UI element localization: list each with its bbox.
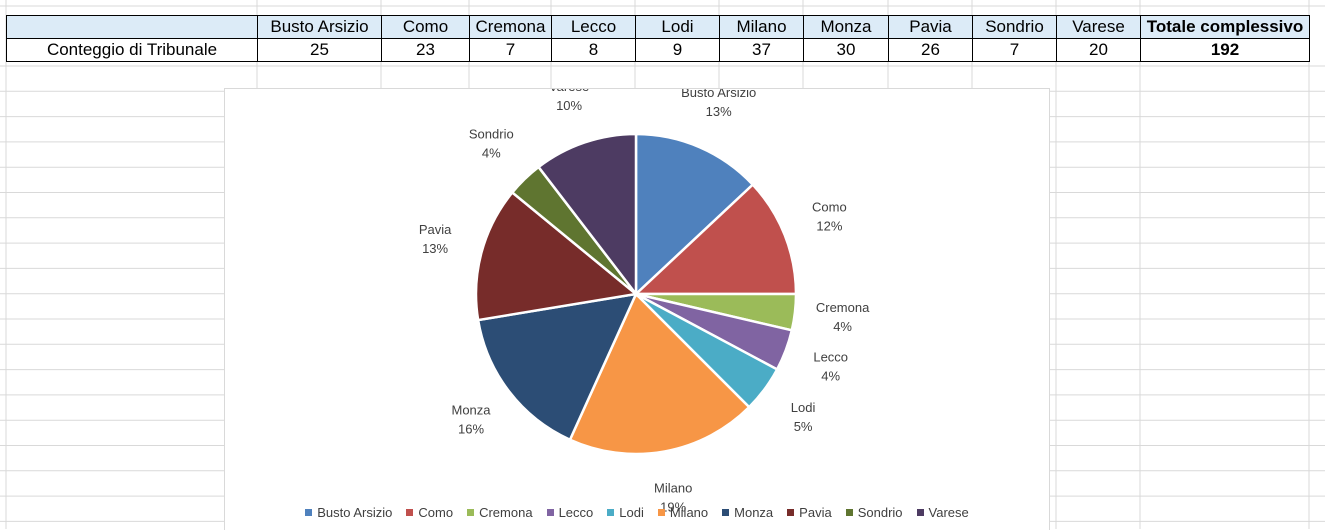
pie-data-label: Sondrio 4% — [469, 127, 514, 161]
legend-entry[interactable]: Lecco — [546, 505, 594, 520]
legend-swatch — [305, 509, 313, 516]
pie-slice[interactable] — [536, 132, 638, 298]
pie-slice[interactable] — [634, 132, 755, 297]
legend-swatch — [845, 509, 853, 516]
pie-data-label: Cremona 4% — [816, 300, 870, 334]
legend-entry[interactable]: Milano — [657, 505, 709, 520]
legend-label: Varese — [928, 505, 969, 520]
pie-data-label: Como 12% — [812, 200, 847, 234]
legend-entry[interactable]: Lodi — [607, 505, 644, 520]
pivot-header-cell[interactable]: Varese — [1056, 15, 1141, 39]
pivot-header-cell[interactable]: Sondrio — [972, 15, 1057, 39]
legend-label: Pavia — [799, 505, 832, 520]
legend-swatch — [787, 509, 795, 516]
legend-entry[interactable]: Busto Arsizio — [305, 505, 392, 520]
pie-chart-plot: Busto Arsizio 13% Como 12% Cremona 4% Lecco 4% L… — [419, 89, 870, 515]
legend-swatch — [916, 509, 924, 516]
pivot-value-cell[interactable]: 8 — [551, 38, 636, 62]
pie-data-label: Busto Arsizio 13% — [681, 89, 756, 119]
pivot-header-cell[interactable]: Pavia — [888, 15, 973, 39]
pivot-header-cell[interactable]: Lodi — [635, 15, 720, 39]
legend-swatch — [607, 509, 615, 516]
legend-entry[interactable]: Cremona — [467, 505, 533, 520]
legend-label: Lecco — [558, 505, 594, 520]
legend-entry[interactable]: Monza — [722, 505, 773, 520]
pie-data-label: Lecco 4% — [813, 349, 848, 383]
pie-slice[interactable] — [476, 292, 639, 442]
legend-entry[interactable]: Pavia — [787, 505, 832, 520]
pivot-value-cell[interactable]: 26 — [888, 38, 973, 62]
legend-swatch — [657, 509, 665, 516]
pivot-value-cell[interactable]: 7 — [469, 38, 552, 62]
pivot-total-header[interactable]: Totale complessivo — [1140, 15, 1310, 39]
pivot-header-cell[interactable]: Como — [381, 15, 470, 39]
pie-data-label: Monza 16% — [451, 403, 491, 437]
pivot-value-cell[interactable]: 23 — [381, 38, 470, 62]
pivot-header-cell[interactable]: Milano — [719, 15, 804, 39]
pie-data-label: Milano 19% — [654, 481, 692, 515]
pivot-value-cell[interactable]: 37 — [719, 38, 804, 62]
legend-label: Cremona — [479, 505, 533, 520]
legend-label: Busto Arsizio — [317, 505, 393, 520]
legend-label: Lodi — [619, 505, 644, 520]
pivot-total-value[interactable]: 192 — [1140, 38, 1310, 62]
pie-data-label: Lodi 5% — [791, 400, 816, 434]
legend-swatch — [467, 509, 475, 516]
pivot-corner-cell[interactable] — [6, 15, 258, 39]
pie-slice[interactable] — [474, 190, 639, 322]
legend-label: Como — [418, 505, 454, 520]
legend-swatch — [722, 509, 730, 516]
pivot-value-cell[interactable]: 20 — [1056, 38, 1141, 62]
pivot-header-cell[interactable]: Lecco — [551, 15, 636, 39]
legend-entry[interactable]: Como — [406, 505, 453, 520]
pie-data-label: Pavia 13% — [419, 222, 452, 256]
legend-label: Sondrio — [857, 505, 903, 520]
legend-label: Monza — [734, 505, 774, 520]
chart-legend: Busto Arsizio Como Cremona Lecco Lodi Milano M… — [225, 505, 1049, 520]
pie-slice[interactable] — [632, 182, 798, 296]
pie-slice[interactable] — [568, 291, 751, 456]
legend-swatch — [406, 509, 414, 516]
pivot-row-label[interactable]: Conteggio di Tribunale — [6, 38, 258, 62]
pie-chart[interactable]: Busto Arsizio 13% Como 12% Cremona 4% Lecco 4% L… — [224, 88, 1050, 530]
pivot-header-row: Busto Arsizio Como Cremona Lecco Lodi Milano M… — [6, 15, 1310, 39]
pivot-value-cell[interactable]: 7 — [972, 38, 1057, 62]
pivot-header-cell[interactable]: Monza — [803, 15, 889, 39]
legend-entry[interactable]: Sondrio — [845, 505, 903, 520]
pivot-values-row: Conteggio di Tribunale 25 23 7 8 9 37 30 26 7 20 1… — [6, 38, 1310, 62]
pivot-value-cell[interactable]: 30 — [803, 38, 889, 62]
legend-label: Milano — [669, 505, 709, 520]
pivot-header-cell[interactable]: Cremona — [469, 15, 552, 39]
pivot-value-cell[interactable]: 9 — [635, 38, 720, 62]
pivot-table: Busto Arsizio Como Cremona Lecco Lodi Milano M… — [6, 15, 1310, 62]
pie-data-label: Varese10% — [549, 89, 589, 113]
pivot-value-cell[interactable]: 25 — [257, 38, 382, 62]
legend-entry[interactable]: Varese — [916, 505, 969, 520]
pivot-header-cell[interactable]: Busto Arsizio — [257, 15, 382, 39]
legend-swatch — [546, 509, 554, 516]
